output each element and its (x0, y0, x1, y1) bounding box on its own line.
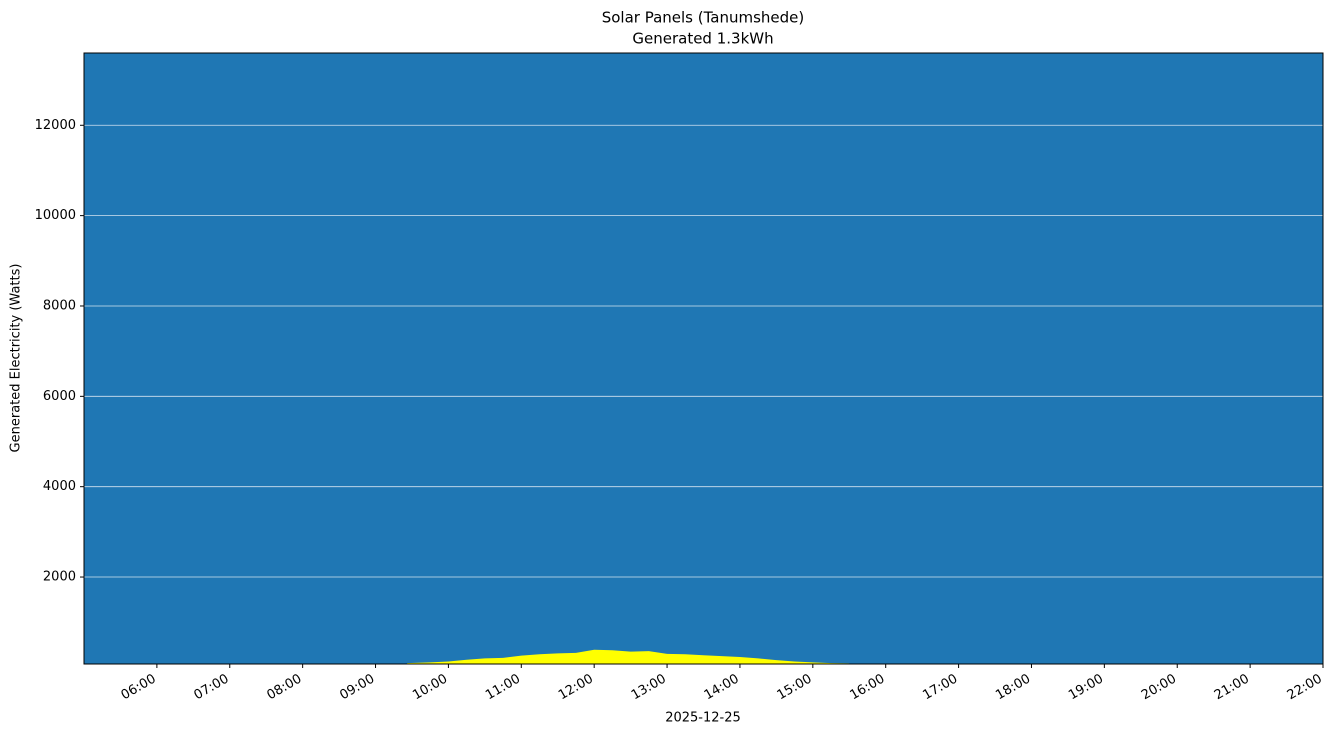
x-tick-label: 07:00 (192, 672, 232, 704)
y-tick-label: 10000 (35, 208, 76, 223)
x-tick-label: 08:00 (264, 672, 304, 704)
x-tick-label: 17:00 (920, 672, 960, 704)
y-tick-label: 6000 (43, 389, 76, 404)
x-tick-label: 18:00 (993, 672, 1033, 704)
plot-background (84, 53, 1323, 664)
x-tick-label: 06:00 (119, 672, 159, 704)
x-tick-label: 12:00 (556, 672, 596, 704)
chart-title: Solar Panels (Tanumshede) (602, 9, 805, 27)
x-tick-label: 13:00 (629, 672, 669, 704)
x-tick-label: 21:00 (1212, 672, 1252, 704)
y-tick-label: 8000 (43, 298, 76, 313)
chart-subtitle: Generated 1.3kWh (632, 30, 773, 48)
plot-frame (83, 52, 1324, 665)
area (407, 649, 850, 664)
y-tick-label: 4000 (43, 479, 76, 494)
y-tick-label: 2000 (43, 570, 76, 585)
x-tick-label: 09:00 (337, 672, 377, 704)
x-tick-label: 16:00 (848, 672, 888, 704)
x-tick-label: 11:00 (483, 672, 523, 704)
x-tick-label: 15:00 (775, 672, 815, 704)
x-tick-label: 22:00 (1285, 672, 1325, 704)
x-tick-label: 20:00 (1139, 672, 1179, 704)
y-axis-label: Generated Electricity (Watts) (9, 264, 24, 453)
x-axis-label: 2025-12-25 (665, 711, 741, 726)
x-tick-label: 19:00 (1066, 672, 1106, 704)
x-tick-label: 10:00 (410, 672, 450, 704)
x-tick-label: 14:00 (702, 672, 742, 704)
y-tick-label: 12000 (35, 118, 76, 133)
